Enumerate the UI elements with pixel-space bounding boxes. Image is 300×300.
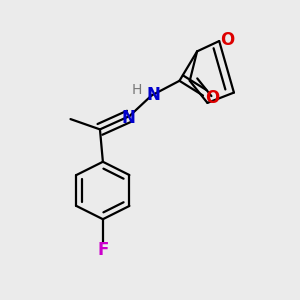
Text: N: N (122, 109, 135, 127)
Text: F: F (97, 241, 109, 259)
Text: N: N (146, 85, 160, 103)
Text: H: H (132, 82, 142, 97)
Text: O: O (220, 31, 235, 49)
Text: O: O (205, 89, 219, 107)
